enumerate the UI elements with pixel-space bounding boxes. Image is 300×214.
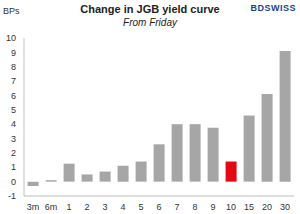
- svg-text:5: 5: [138, 202, 143, 212]
- svg-text:9: 9: [11, 48, 16, 58]
- svg-text:6: 6: [11, 91, 16, 101]
- svg-text:4: 4: [120, 202, 125, 212]
- html-text:Change in JGB yield curve: Change in JGB yield curve: [80, 3, 220, 15]
- svg-text:4: 4: [11, 119, 16, 129]
- svg-text:7: 7: [11, 76, 16, 86]
- svg-text:15: 15: [244, 202, 254, 212]
- svg-text:1: 1: [11, 162, 16, 172]
- svg-text:3: 3: [102, 202, 107, 212]
- svg-text:30: 30: [280, 202, 290, 212]
- svg-text:3m: 3m: [27, 202, 40, 212]
- svg-text:0: 0: [11, 177, 16, 187]
- svg-text:20: 20: [262, 202, 272, 212]
- svg-text:8: 8: [192, 202, 197, 212]
- svg-text:1: 1: [66, 202, 71, 212]
- svg-text:-1: -1: [8, 191, 16, 201]
- svg-text:9: 9: [210, 202, 215, 212]
- svg-text:2: 2: [11, 148, 16, 158]
- svg-text:3: 3: [11, 134, 16, 144]
- svg-text:10: 10: [226, 202, 236, 212]
- svg-text:7: 7: [174, 202, 179, 212]
- html-text:From Friday: From Friday: [123, 17, 177, 28]
- svg-text:8: 8: [11, 62, 16, 72]
- svg-text:6m: 6m: [45, 202, 58, 212]
- svg-text:10: 10: [8, 33, 16, 43]
- html-text:BPs: BPs: [3, 6, 20, 16]
- html-text:BDSWISS: BDSWISS: [250, 3, 296, 13]
- svg-text:5: 5: [11, 105, 16, 115]
- svg-text:2: 2: [84, 202, 89, 212]
- svg-text:6: 6: [156, 202, 161, 212]
